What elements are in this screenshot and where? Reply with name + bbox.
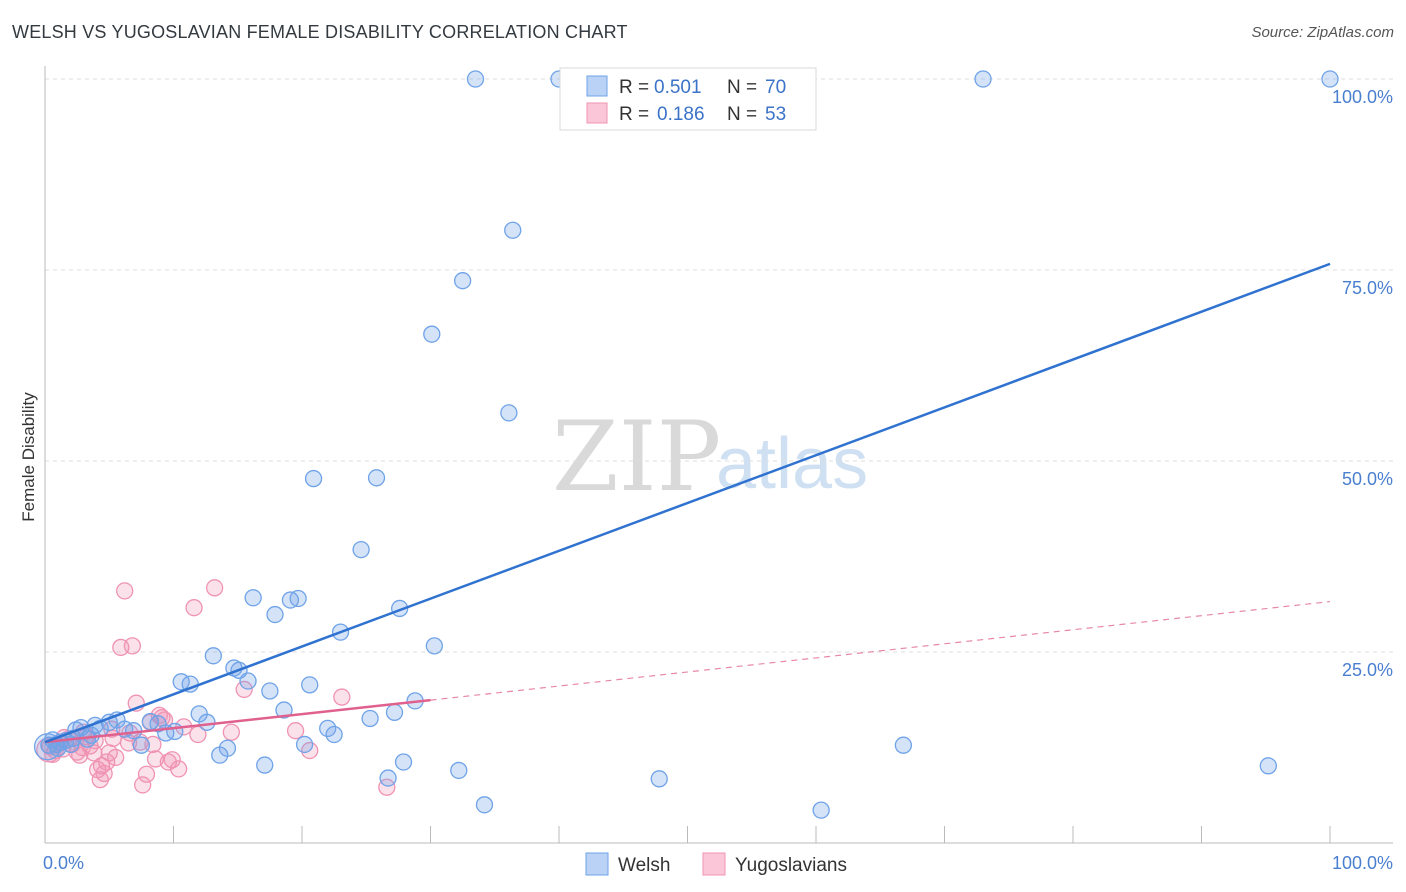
yugo-point — [185, 599, 203, 617]
gridlines — [45, 78, 1393, 653]
yugo-trend-line-dashed — [430, 600, 1331, 701]
chart-source: Source: ZipAtlas.com — [1251, 24, 1394, 41]
y-tick-label: 50.0% — [1342, 469, 1393, 489]
welsh-point — [198, 713, 216, 731]
welsh-point — [204, 647, 222, 665]
welsh-point — [1259, 757, 1277, 775]
x-tick-label: 100.0% — [1332, 853, 1393, 873]
x-tick-labels: 0.0% 100.0% — [43, 853, 1393, 873]
welsh-point — [423, 325, 441, 343]
yugo-point — [163, 751, 181, 769]
welsh-point — [132, 736, 151, 754]
yugo-point — [134, 776, 152, 794]
yugo-trend-line — [44, 698, 431, 744]
welsh-trend-line — [44, 262, 1331, 744]
welsh-r-value: 0.501 — [654, 77, 702, 98]
welsh-point — [385, 703, 404, 722]
yugo-point — [169, 760, 188, 778]
yugo-point — [235, 680, 253, 699]
welsh-point — [301, 676, 319, 694]
yugo-point — [205, 579, 224, 597]
trend-lines — [44, 262, 1331, 744]
yugo-point — [333, 688, 351, 706]
welsh-point — [504, 221, 522, 239]
series-legend: Welsh Yugoslavians — [585, 852, 847, 876]
welsh-point — [475, 796, 494, 814]
welsh-legend-swatch — [586, 75, 608, 97]
welsh-point — [275, 701, 293, 719]
y-tick-label: 75.0% — [1342, 278, 1393, 298]
welsh-point — [500, 404, 518, 422]
welsh-point — [295, 735, 314, 754]
yugo-series-label: Yugoslavians — [735, 855, 847, 876]
welsh-point — [466, 70, 485, 88]
welsh-n-value: 70 — [765, 77, 786, 98]
welsh-point — [244, 589, 262, 607]
welsh-point — [239, 672, 257, 690]
yugoslavians-points — [36, 579, 396, 796]
yugo-point — [222, 723, 240, 741]
welsh-series-label: Welsh — [618, 855, 670, 876]
x-tick-label: 0.0% — [43, 853, 84, 873]
welsh-point — [325, 725, 343, 744]
welsh-point — [266, 605, 284, 624]
yugo-point — [146, 750, 165, 768]
welsh-point — [1321, 70, 1339, 88]
welsh-point — [289, 589, 307, 608]
yugo-n-label: N = — [727, 104, 757, 125]
welsh-point — [812, 801, 830, 819]
welsh-point — [425, 637, 444, 655]
welsh-point — [261, 682, 279, 700]
yugo-r-label: R = — [619, 104, 649, 125]
welsh-point — [450, 761, 468, 780]
welsh-point — [218, 739, 237, 757]
welsh-point — [453, 272, 472, 290]
yugo-r-value: 0.186 — [657, 104, 705, 125]
welsh-point — [304, 469, 323, 488]
welsh-point — [367, 469, 386, 487]
yugo-legend-swatch — [586, 102, 608, 124]
y-tick-label: 100.0% — [1332, 87, 1393, 107]
welsh-r-label: R = — [619, 77, 649, 98]
welsh-point — [974, 70, 992, 88]
chart-title: WELSH VS YUGOSLAVIAN FEMALE DISABILITY C… — [12, 22, 628, 42]
yugo-point — [116, 582, 134, 600]
welsh-point — [166, 722, 184, 741]
y-axis-title: Female Disability — [19, 392, 38, 522]
welsh-point — [379, 769, 397, 787]
welsh-n-label: N = — [727, 77, 757, 98]
welsh-point — [256, 756, 274, 774]
welsh-point — [394, 753, 413, 771]
yugo-point — [107, 748, 125, 767]
y-tick-labels: 25.0% 50.0% 75.0% 100.0% — [1332, 87, 1393, 680]
yugo-point — [92, 757, 111, 775]
welsh-point — [361, 709, 379, 728]
yugo-point — [123, 637, 142, 655]
watermark-zip: ZIP — [552, 401, 721, 513]
welsh-point — [352, 540, 370, 559]
welsh-point — [894, 736, 913, 754]
welsh-series-swatch — [585, 852, 609, 876]
yugo-series-swatch — [702, 852, 726, 876]
stats-legend: R = 0.501 N = 70 R = 0.186 N = 53 — [559, 67, 817, 131]
welsh-point — [319, 719, 337, 738]
yugo-n-value: 53 — [765, 104, 786, 125]
y-tick-label: 25.0% — [1342, 660, 1393, 680]
yugo-point — [137, 765, 156, 783]
welsh-point — [650, 770, 668, 788]
axes — [44, 66, 1393, 844]
yugo-point — [286, 722, 305, 740]
